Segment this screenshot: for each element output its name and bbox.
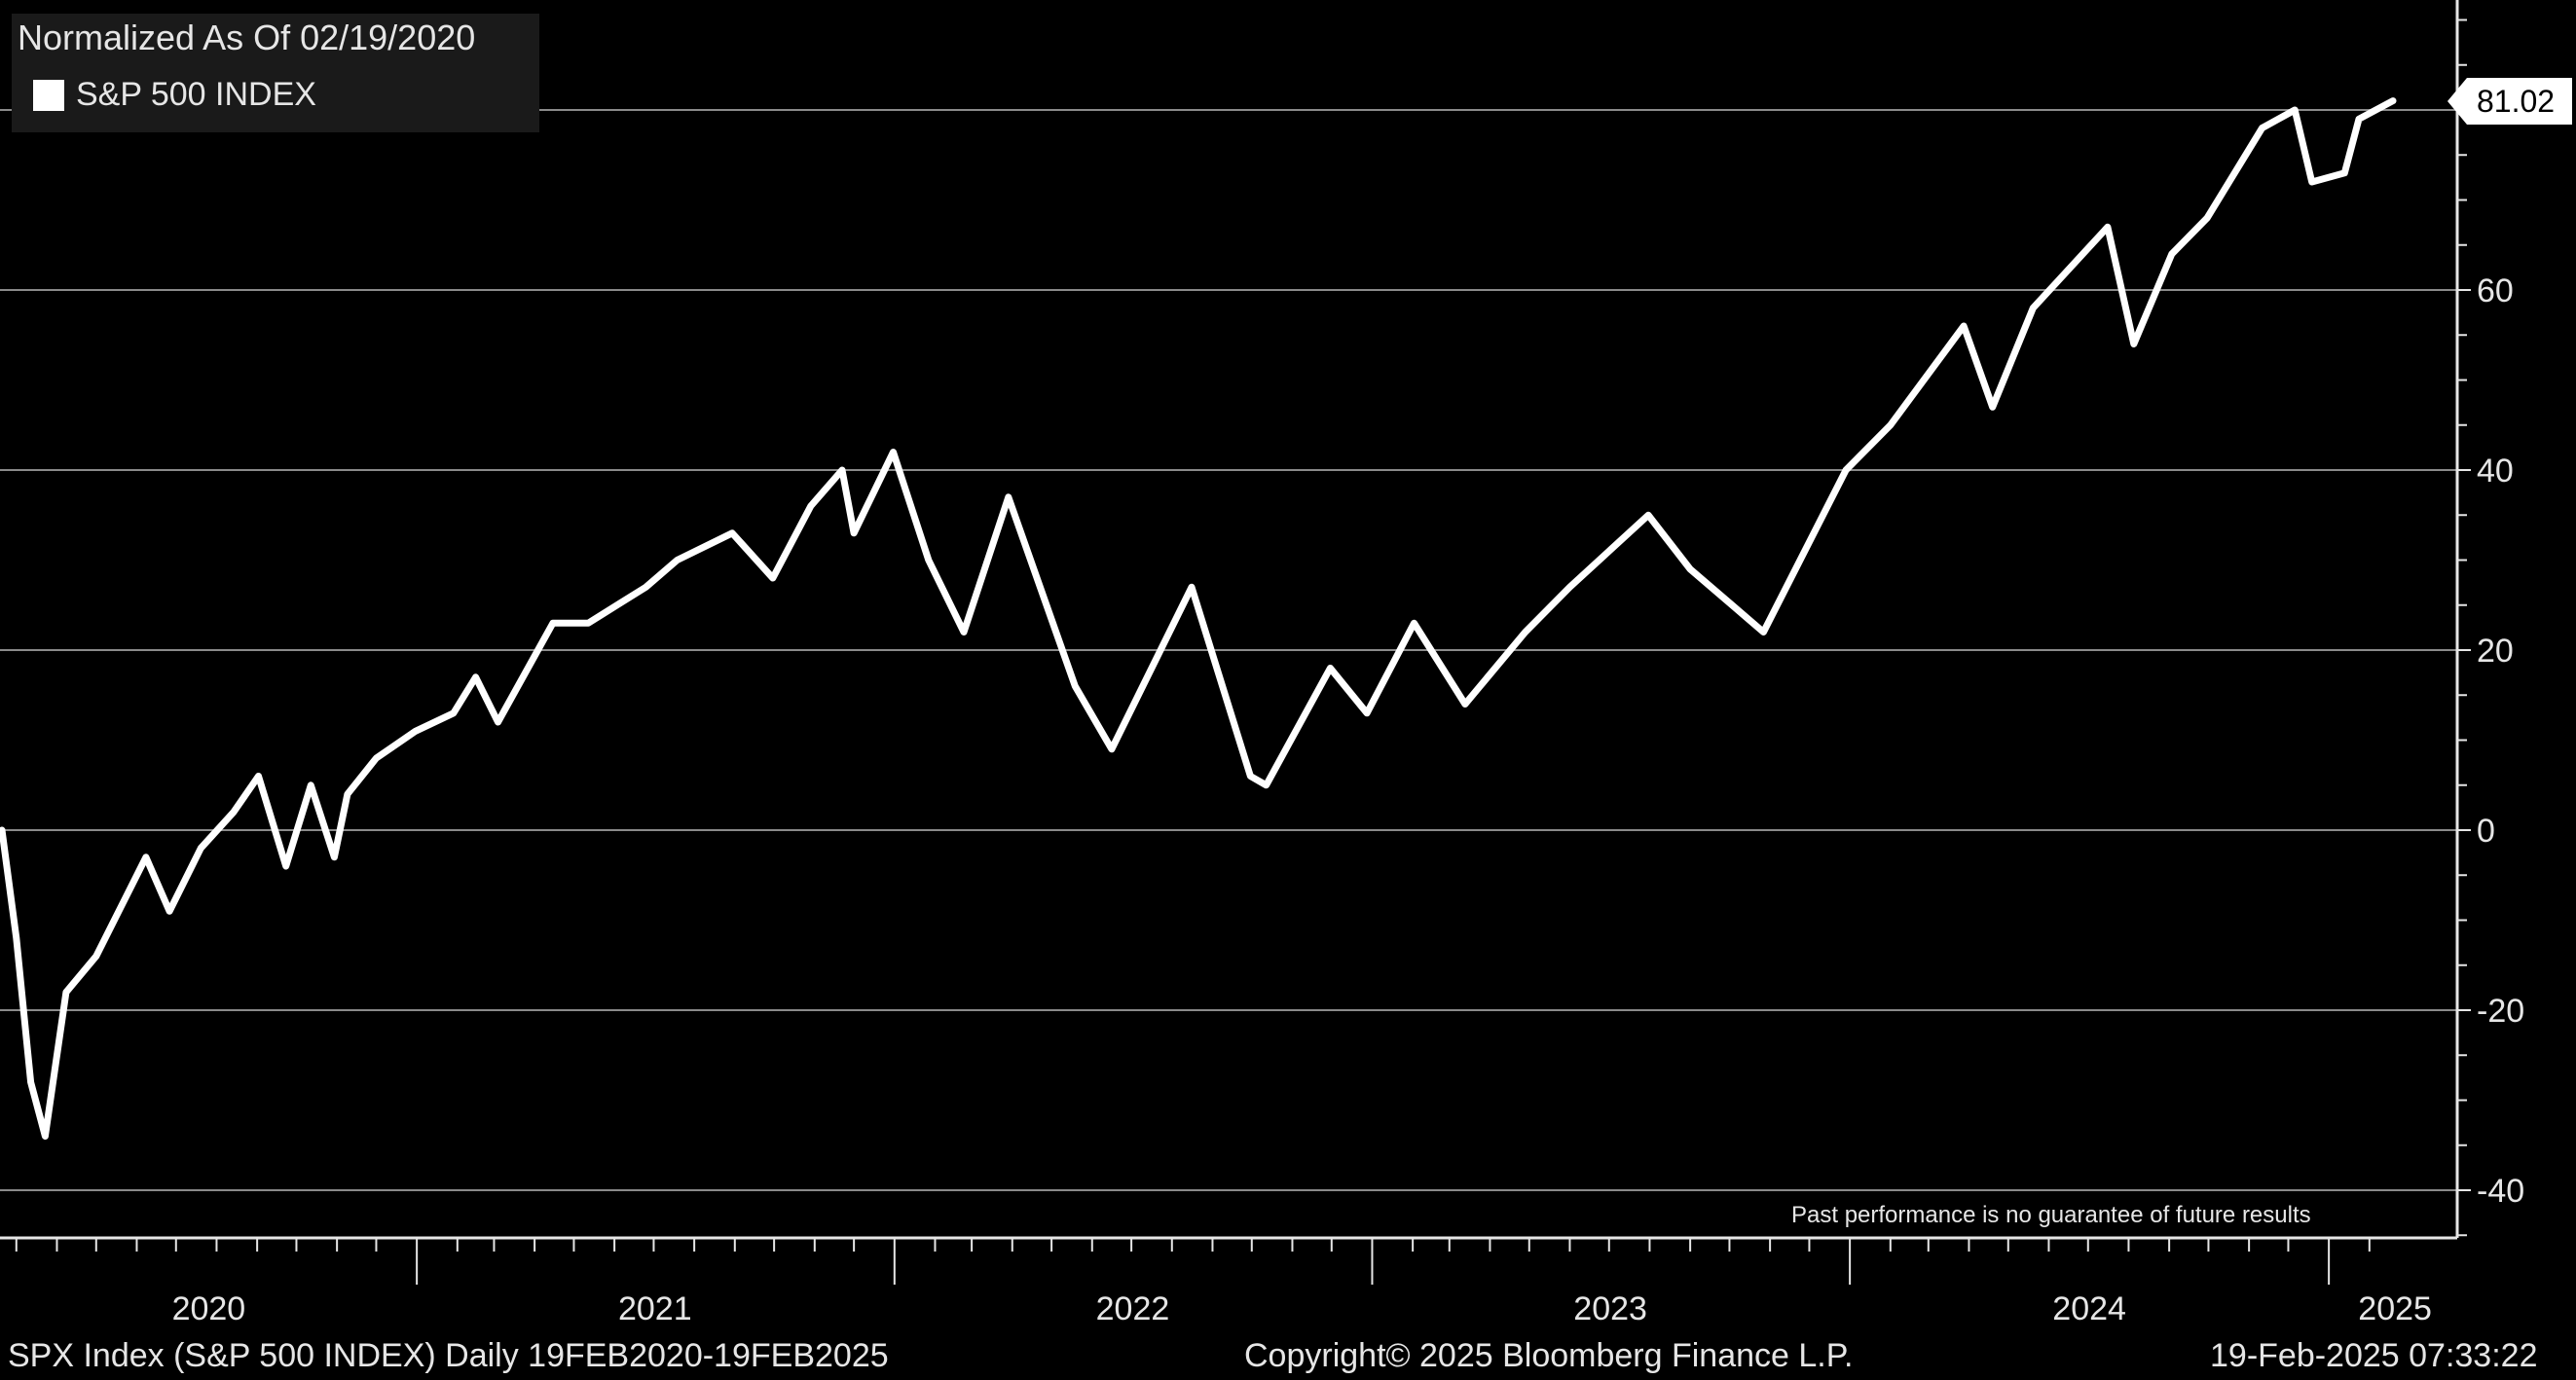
- y-tick-label: 0: [2477, 813, 2495, 850]
- x-tick-label: 2021: [618, 1290, 692, 1327]
- x-tick-label: 2024: [2052, 1290, 2126, 1327]
- y-tick-label: 60: [2477, 272, 2514, 309]
- legend-swatch: [33, 79, 64, 111]
- y-axis: -40 -20 0 20 40 60: [2455, 0, 2524, 1238]
- y-tick-label: 40: [2477, 453, 2514, 490]
- x-tick-label: 2022: [1096, 1290, 1170, 1327]
- legend-entry-spx[interactable]: S&P 500 INDEX: [33, 76, 316, 114]
- x-axis: 2020 2021 2022 2023 2024 2025: [0, 1236, 2457, 1327]
- x-tick-label: 2020: [172, 1290, 246, 1327]
- last-value-tag-shape: [2447, 78, 2572, 125]
- x-tick-label: 2025: [2358, 1290, 2432, 1327]
- y-tick-label: -40: [2477, 1173, 2524, 1210]
- footer-copyright: Copyright© 2025 Bloomberg Finance L.P.: [1244, 1337, 1854, 1374]
- y-tick-label: -20: [2477, 993, 2524, 1030]
- series-line-spx: [0, 97, 2397, 1140]
- grid-lines: [0, 109, 2457, 1191]
- footer-ticker-info: SPX Index (S&P 500 INDEX) Daily 19FEB202…: [8, 1337, 889, 1374]
- last-value-tag: 81.02: [2447, 78, 2572, 125]
- disclaimer-text: Past performance is no guarantee of futu…: [1791, 1202, 2311, 1228]
- x-tick-label: 2023: [1573, 1290, 1647, 1327]
- legend-box: [12, 14, 539, 132]
- series-layer: [0, 97, 2397, 1140]
- footer-timestamp: 19-Feb-2025 07:33:22: [2210, 1337, 2538, 1374]
- legend-title: Normalized As Of 02/19/2020: [18, 18, 476, 57]
- y-tick-label: 20: [2477, 633, 2514, 670]
- last-value-label: 81.02: [2477, 84, 2556, 119]
- legend-label: S&P 500 INDEX: [76, 76, 316, 113]
